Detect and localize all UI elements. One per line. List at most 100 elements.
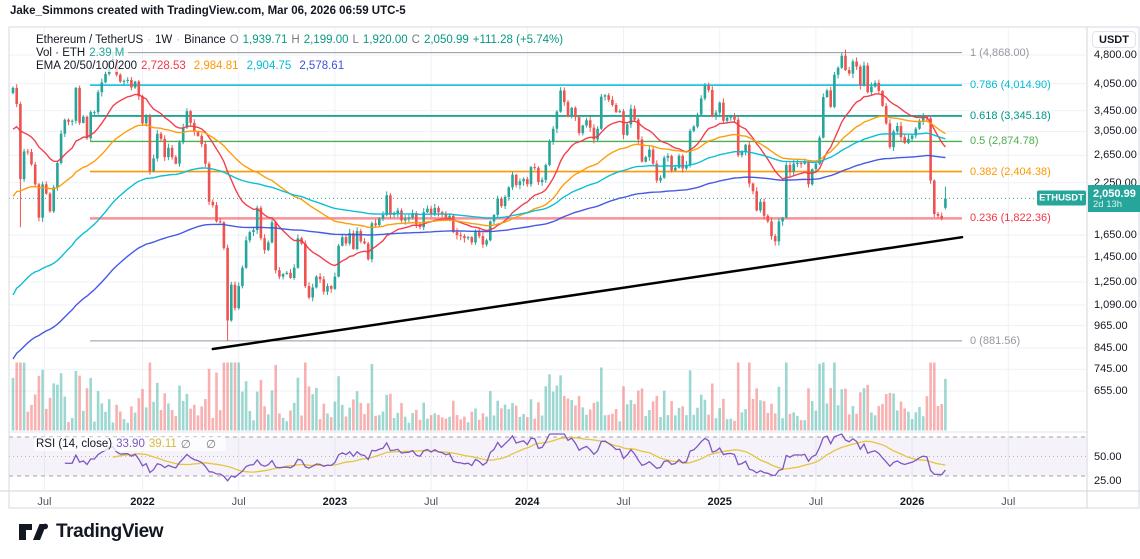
- volume-bar: [559, 375, 562, 431]
- rsi-label: RSI (14, close): [36, 438, 113, 450]
- price-tick-label: 1,250.00: [1094, 275, 1137, 288]
- high-label: H: [291, 34, 300, 46]
- volume-bar: [311, 394, 314, 431]
- ema-legend-row[interactable]: EMA 20/50/100/200 2,728.53 2,984.81 2,904.…: [34, 60, 349, 72]
- volume-bar: [855, 413, 858, 431]
- candle-body: [877, 82, 881, 91]
- volume-bar: [285, 421, 289, 431]
- tradingview-wordmark: TradingView: [56, 521, 164, 542]
- volume-bar: [755, 388, 758, 431]
- volume-bar: [492, 415, 496, 431]
- candle-body: [22, 151, 26, 180]
- ema-value-200: 2,578.61: [299, 60, 345, 72]
- volume-bar: [600, 367, 603, 431]
- separator-dot: ·: [147, 34, 152, 46]
- candle-body: [163, 138, 166, 158]
- candle-body: [681, 155, 684, 169]
- volume-legend-row[interactable]: Vol · ETH 2.39 M: [34, 47, 129, 59]
- chart-frame: [8, 26, 1140, 509]
- candle-body: [352, 233, 355, 249]
- volume-bar: [170, 409, 174, 431]
- candle-body: [781, 217, 784, 222]
- exchange-label: Binance: [184, 34, 226, 46]
- volume-bar: [363, 414, 366, 431]
- candle-body: [637, 119, 640, 140]
- candle-body: [736, 119, 740, 156]
- candle-body: [685, 165, 688, 169]
- ema-50-line: [12, 115, 946, 229]
- candle-body: [389, 195, 392, 215]
- volume-bar: [474, 408, 477, 431]
- volume-value: 2.39 M: [89, 47, 125, 59]
- candle-body: [444, 214, 448, 218]
- candle-body: [603, 95, 607, 97]
- volume-bar: [300, 415, 303, 431]
- candle-body: [829, 90, 832, 107]
- candle-body: [614, 104, 618, 113]
- volume-bar: [736, 362, 740, 431]
- candle-body: [326, 286, 329, 292]
- tradingview-footer[interactable]: TradingView: [18, 519, 164, 545]
- volume-bar: [226, 362, 229, 431]
- volume-bar: [244, 381, 248, 431]
- currency-toggle-button[interactable]: USDT: [1092, 31, 1136, 48]
- volume-bar: [588, 409, 592, 431]
- symbol-legend-row[interactable]: Ethereum / TetherUS · 1W · Binance O 1,9…: [34, 34, 568, 46]
- candle-body: [333, 276, 337, 289]
- volume-bar: [607, 414, 610, 431]
- candle-body: [52, 187, 55, 212]
- volume-bar: [907, 411, 910, 431]
- volume-bar: [792, 412, 795, 431]
- candle-body: [329, 286, 333, 289]
- candle-body: [936, 214, 940, 216]
- candle-body: [518, 181, 522, 186]
- volume-bar: [833, 362, 836, 431]
- volume-bar: [422, 402, 425, 431]
- candle-body: [496, 198, 499, 215]
- volume-bar: [696, 407, 699, 431]
- volume-bar: [548, 374, 551, 431]
- fib-label-0.382: 0.382 (2,404.38): [970, 165, 1051, 178]
- candle-body: [67, 119, 70, 122]
- volume-bar: [714, 418, 718, 431]
- volume-bar: [529, 399, 533, 431]
- candle-body: [873, 82, 877, 87]
- volume-bar: [585, 414, 588, 431]
- volume-bar: [30, 404, 33, 431]
- symbol-title[interactable]: Ethereum / TetherUS: [36, 34, 144, 46]
- candle-body: [540, 179, 544, 183]
- rsi-legend-row[interactable]: RSI (14, close) 33.90 39.11 ∅ ∅: [34, 437, 227, 451]
- candle-body: [755, 191, 758, 211]
- candle-body: [570, 107, 573, 117]
- candle-body: [267, 242, 270, 251]
- candle-body: [400, 210, 403, 221]
- candle-body: [818, 137, 821, 164]
- candle-body: [137, 81, 141, 97]
- candle-body: [910, 135, 914, 139]
- volume-bar: [788, 413, 792, 431]
- candle-body: [870, 86, 873, 93]
- volume-bar: [289, 410, 292, 431]
- candle-body: [581, 125, 585, 134]
- candle-body: [814, 163, 818, 170]
- interval-label[interactable]: 1W: [155, 34, 173, 46]
- volume-bar: [781, 418, 784, 431]
- volume-bar: [400, 403, 403, 431]
- candle-body: [82, 116, 85, 123]
- volume-bar: [859, 392, 862, 431]
- candle-body: [533, 167, 536, 169]
- volume-bar: [810, 401, 814, 431]
- volume-bar: [33, 394, 37, 431]
- volume-bar: [455, 415, 459, 431]
- candle-body: [341, 237, 344, 246]
- volume-bar: [840, 389, 844, 431]
- candle-body: [703, 85, 707, 99]
- volume-bar: [766, 412, 770, 431]
- volume-bar: [448, 416, 451, 431]
- volume-bar: [374, 415, 377, 431]
- volume-bar: [799, 420, 803, 431]
- time-tick-label: Jul: [808, 496, 823, 508]
- volume-bar: [651, 401, 655, 431]
